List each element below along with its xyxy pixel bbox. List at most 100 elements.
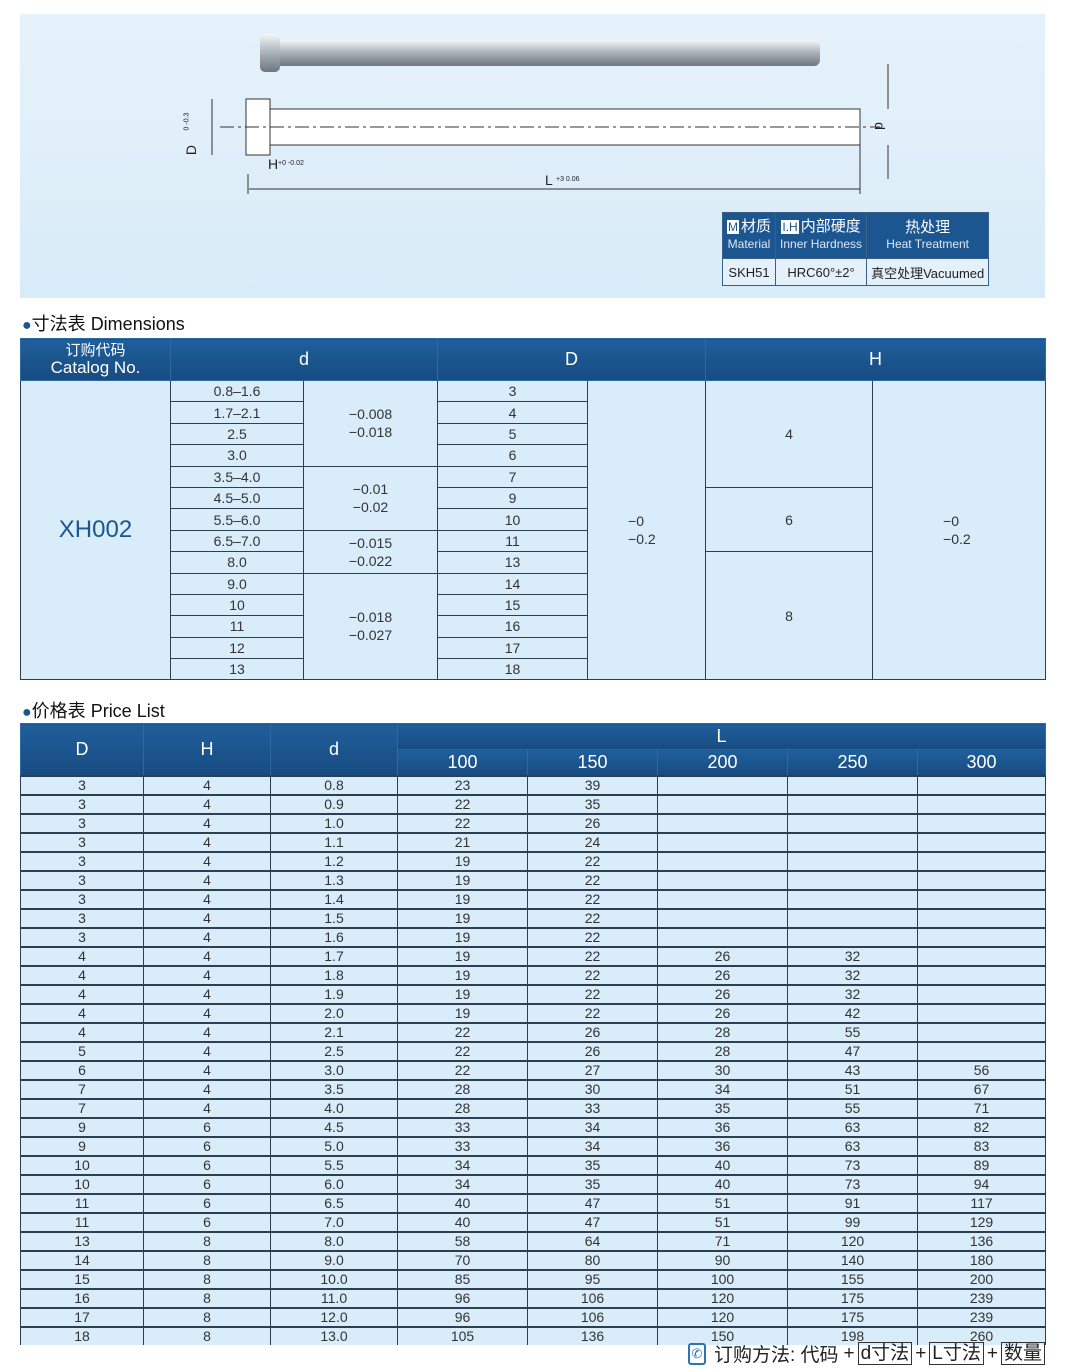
D-tolerance: 0 -0.3 — [183, 112, 191, 131]
price-cell: 7 — [20, 1078, 144, 1099]
d-tolerance: −0.01 −0.02 — [302, 465, 439, 531]
price-cell: 40 — [397, 1192, 528, 1213]
price-cell: 80 — [527, 1249, 658, 1270]
D-value: 3 — [437, 379, 589, 403]
price-row: 4 4 2.0 19 22 26 42 — [20, 1002, 1046, 1023]
price-cell — [917, 983, 1046, 1004]
d-value: 9.0 — [170, 572, 304, 595]
price-cell: 51 — [787, 1078, 918, 1099]
price-cell: 6 — [143, 1135, 271, 1156]
price-cell: 4 — [143, 1021, 271, 1042]
d-tolerance: −0.008 −0.018 — [302, 380, 439, 467]
price-cell: 67 — [917, 1078, 1046, 1099]
price-cell: 6 — [143, 1192, 271, 1213]
price-cell — [917, 869, 1046, 890]
price-cell: 22 — [397, 1059, 528, 1080]
price-cell — [787, 888, 918, 909]
price-cell: 63 — [787, 1135, 918, 1156]
price-row: 11 6 7.0 40 47 51 99 129 — [20, 1211, 1046, 1232]
d-value: 0.8–1.6 — [170, 379, 304, 403]
price-cell: 89 — [917, 1154, 1046, 1175]
D-value: 16 — [437, 615, 589, 638]
price-row: 14 8 9.0 70 80 90 140 180 — [20, 1249, 1046, 1270]
d-value: 12 — [170, 636, 304, 660]
price-cell: 26 — [527, 812, 658, 833]
price-cell: 22 — [397, 793, 528, 814]
price-cell — [657, 774, 788, 795]
price-cell: 3 — [20, 888, 144, 909]
price-cell — [657, 926, 788, 947]
price-cell — [917, 850, 1046, 871]
price-cell: 198 — [787, 1325, 918, 1345]
price-cell: 22 — [527, 945, 658, 966]
price-cell: 3 — [20, 907, 144, 928]
price-cell: 28 — [397, 1078, 528, 1099]
price-cell: 8 — [143, 1230, 271, 1251]
d-value: 6.5–7.0 — [170, 529, 304, 553]
price-cell — [787, 831, 918, 852]
price-cell: 33 — [397, 1135, 528, 1156]
price-cell — [917, 964, 1046, 985]
price-cell — [917, 831, 1046, 852]
price-cell: 33 — [397, 1116, 528, 1137]
price-cell: 71 — [657, 1230, 788, 1251]
L-tolerance: +3 0.06 — [556, 176, 580, 183]
price-cell: 47 — [527, 1192, 658, 1213]
price-cell: 22 — [527, 850, 658, 871]
price-row: 3 4 1.3 19 22 — [20, 869, 1046, 890]
price-cell: 106 — [527, 1287, 658, 1308]
price-cell: 47 — [787, 1040, 918, 1061]
price-cell: 150 — [657, 1325, 788, 1345]
price-cell: 73 — [787, 1154, 918, 1175]
price-cell: 51 — [657, 1211, 788, 1232]
price-row: 3 4 1.5 19 22 — [20, 907, 1046, 928]
price-row: 9 6 4.5 33 34 36 63 82 — [20, 1116, 1046, 1137]
price-cell: 3 — [20, 869, 144, 890]
price-cell: 120 — [657, 1287, 788, 1308]
L-label: L — [545, 172, 553, 188]
price-cell: 0.9 — [270, 793, 398, 814]
price-cell: 35 — [527, 1154, 658, 1175]
price-cell: 2.1 — [270, 1021, 398, 1042]
price-cell: 1.7 — [270, 945, 398, 966]
price-cell: 13.0 — [270, 1325, 398, 1345]
price-cell: 11 — [20, 1211, 144, 1232]
pin-photo — [270, 40, 820, 66]
price-cell — [787, 926, 918, 947]
product-diagram-panel: D 0 -0.3 H +0 -0.02 L +3 0.06 d M 材质 Mater… — [20, 14, 1045, 298]
price-cell: 26 — [657, 983, 788, 1004]
dimension-row: 9.0 −0.018 −0.027 14 — [21, 572, 1046, 681]
price-cell: 100 — [657, 1268, 788, 1289]
price-row: 4 4 1.8 19 22 26 32 — [20, 964, 1046, 985]
price-row: 4 4 2.1 22 26 28 55 — [20, 1021, 1046, 1042]
price-cell: 15 — [20, 1268, 144, 1289]
price-cell: 3 — [20, 793, 144, 814]
price-cell: 26 — [657, 1002, 788, 1023]
price-cell: 3 — [20, 926, 144, 947]
price-cell: 1.4 — [270, 888, 398, 909]
dimension-row: 12 17 — [21, 636, 1046, 660]
price-cell — [657, 850, 788, 871]
price-cell: 43 — [787, 1059, 918, 1080]
price-cell: 47 — [527, 1211, 658, 1232]
price-row: 17 8 12.0 96 106 120 175 239 — [20, 1306, 1046, 1327]
D-value: 11 — [437, 529, 589, 553]
price-cell: 19 — [397, 1002, 528, 1023]
price-cell: 11 — [20, 1192, 144, 1213]
price-cell: 136 — [527, 1325, 658, 1345]
price-cell: 4 — [143, 945, 271, 966]
price-cell: 155 — [787, 1268, 918, 1289]
price-cell: 56 — [917, 1059, 1046, 1080]
price-cell: 55 — [787, 1021, 918, 1042]
price-cell: 4 — [143, 888, 271, 909]
price-cell: 40 — [657, 1154, 788, 1175]
material-header: M 材质 Material — [721, 212, 777, 259]
plus-sign: + — [986, 1342, 998, 1364]
D-header: D — [437, 338, 707, 381]
price-cell: 16 — [20, 1287, 144, 1308]
price-cell: 1.8 — [270, 964, 398, 985]
price-row: 3 4 1.1 21 24 — [20, 831, 1046, 852]
price-cell: 7.0 — [270, 1211, 398, 1232]
price-row: 3 4 1.0 22 26 — [20, 812, 1046, 833]
price-cell: 1.0 — [270, 812, 398, 833]
